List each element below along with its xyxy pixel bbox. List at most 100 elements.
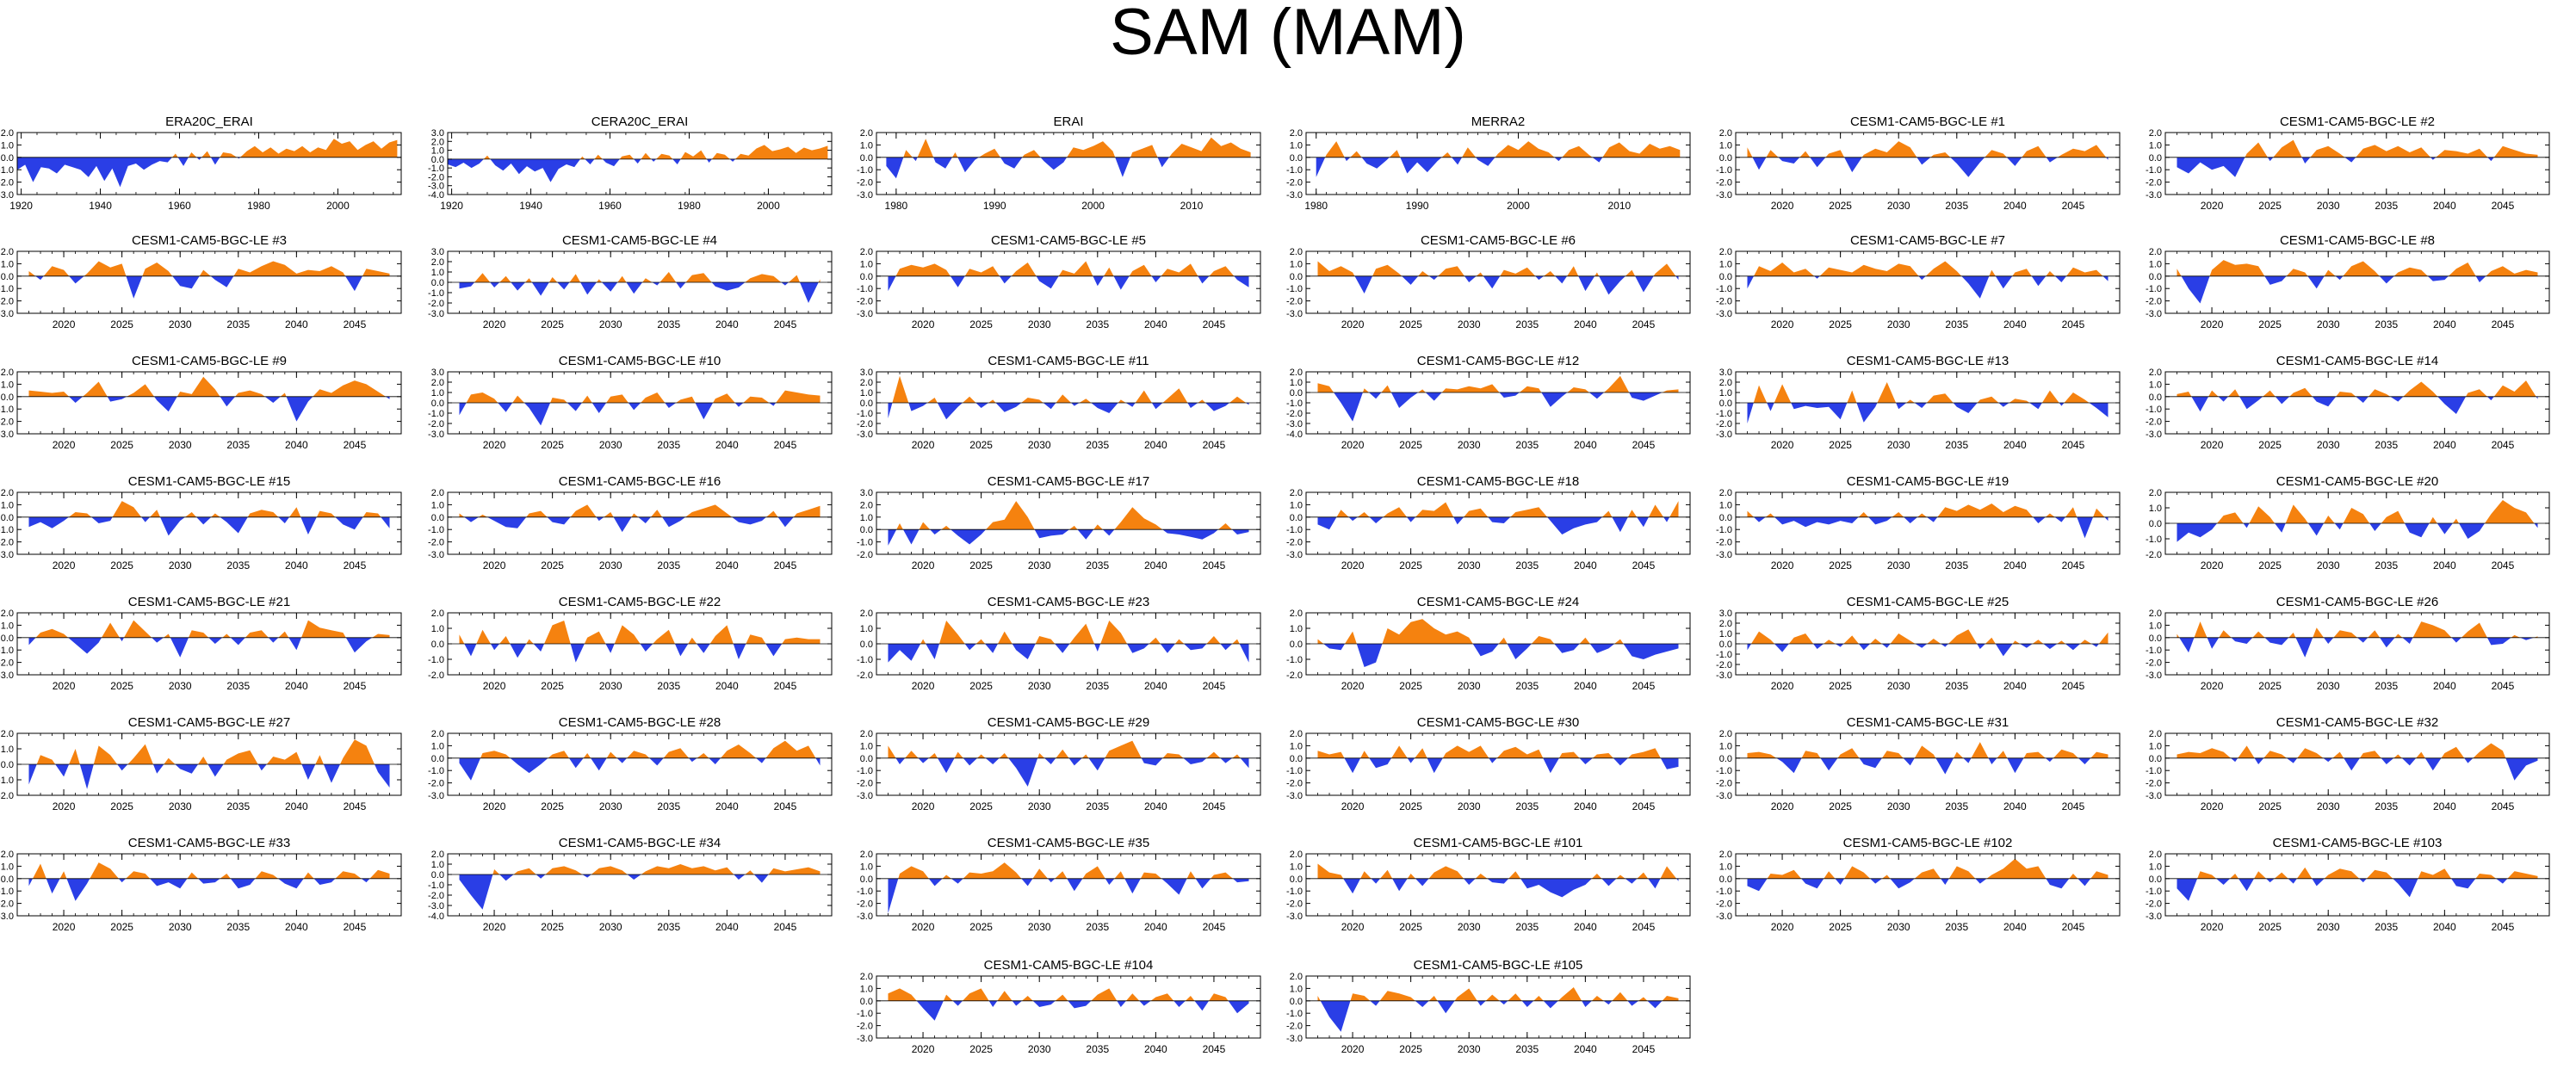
panel-title: CESM1-CAM5-BGC-LE #24	[1417, 595, 1579, 609]
y-tick-label: 2.0	[1290, 368, 1303, 378]
x-tick-label: 2020	[53, 439, 76, 451]
x-tick-label: 2030	[599, 439, 622, 451]
y-tick-label: 0.0	[1290, 153, 1303, 164]
y-tick-label: -1.0	[857, 887, 873, 897]
y-tick-label: -2.0	[0, 417, 14, 428]
x-tick-label: 2045	[1632, 559, 1656, 572]
x-tick-label: 2025	[1829, 200, 1852, 212]
y-tick-label: -3.0	[1716, 190, 1732, 201]
x-tick-label: 2025	[541, 921, 564, 933]
y-tick-label: -1.0	[857, 409, 873, 419]
y-tick-label: -3.0	[1716, 791, 1732, 801]
y-tick-label: -1.0	[857, 284, 873, 294]
panel-frame	[1305, 250, 1691, 314]
x-tick-label: 2025	[1829, 439, 1852, 451]
x-tick-label: 2030	[1028, 921, 1051, 933]
x-tick-label: 2030	[1458, 921, 1481, 933]
y-tick-label: 0.0	[1719, 153, 1732, 164]
y-tick-label: 1.0	[1290, 140, 1303, 151]
y-tick-label: 2.0	[1, 609, 14, 619]
chart-panel: CESM1-CAM5-BGC-LE #26 2.0 1.0 0.0 -1.0 -2.0-3…	[2146, 595, 2550, 692]
x-tick-label: 2040	[1144, 318, 1167, 331]
y-tick-label: 0.0	[2149, 519, 2162, 529]
y-tick-label: -3.0	[1286, 550, 1303, 560]
x-tick-label: 2045	[1203, 439, 1226, 451]
y-tick-label: -1.0	[1286, 399, 1303, 409]
x-tick-label: 2025	[1829, 559, 1852, 572]
x-tick-label: 2025	[969, 1043, 993, 1055]
x-tick-label: 2025	[2258, 800, 2282, 813]
x-tick-label: 2045	[2492, 439, 2515, 451]
positive-area	[1747, 504, 2105, 517]
panel-frame	[1305, 975, 1691, 1039]
x-tick-label: 2020	[53, 318, 76, 331]
x-tick-label: 2040	[2003, 800, 2027, 813]
x-tick-label: 2035	[1945, 800, 1968, 813]
chart-panel: CESM1-CAM5-BGC-LE #23 2.0 1.0 0.0 -1.0 -2.0 20…	[857, 595, 1261, 692]
y-tick-label: -2.0	[1286, 538, 1303, 548]
x-tick-label: 2040	[1574, 800, 1597, 813]
x-tick-label: 2025	[110, 318, 133, 331]
positive-area	[888, 988, 1229, 1001]
y-tick-label: -3.0	[1286, 190, 1303, 201]
x-tick-label: 2030	[2317, 559, 2340, 572]
y-tick-label: 0.0	[860, 997, 873, 1007]
y-tick-label: -3.0	[2146, 911, 2162, 922]
y-tick-label: 2.0	[860, 247, 873, 257]
negative-area	[448, 158, 828, 182]
positive-area	[68, 501, 381, 517]
panel-title: CESM1-CAM5-BGC-LE #21	[128, 595, 290, 609]
y-tick-label: 2.0	[1, 488, 14, 498]
chart-panel: CESM1-CAM5-BGC-LE #9 2.0 1.0 0.0 -1.0 -2.0-3.…	[0, 354, 402, 451]
y-tick-label: 2.0	[1290, 247, 1303, 257]
x-tick-label: 2040	[715, 680, 739, 692]
x-tick-label: 2040	[1574, 559, 1597, 572]
y-tick-label: 1.0	[431, 268, 444, 278]
figure-title: SAM (MAM)	[1110, 0, 1466, 69]
y-tick-label: 2.0	[860, 128, 873, 139]
x-tick-label: 2035	[1515, 680, 1539, 692]
y-tick-label: -3.0	[1716, 670, 1732, 681]
x-tick-label: 2040	[2003, 921, 2027, 933]
x-tick-label: 2025	[969, 800, 993, 813]
positive-area	[898, 862, 1233, 879]
y-tick-label: -2.0	[428, 670, 444, 681]
x-tick-label: 2020	[912, 1043, 935, 1055]
x-tick-label: 2045	[1203, 800, 1226, 813]
y-tick-label: -1.0	[0, 525, 14, 535]
y-tick-label: 1.0	[2149, 504, 2162, 514]
y-tick-label: 1.0	[1290, 378, 1303, 388]
y-tick-label: -2.0	[1286, 899, 1303, 910]
x-tick-label: 2020	[1341, 318, 1365, 331]
x-tick-label: 2045	[2062, 200, 2085, 212]
y-tick-label: 0.0	[1719, 640, 1732, 650]
panel-frame	[16, 491, 402, 555]
x-tick-label: 2035	[1945, 559, 1968, 572]
y-tick-label: -2.0	[0, 658, 14, 669]
panel-frame	[447, 132, 833, 195]
chart-panel: CESM1-CAM5-BGC-LE #6 2.0 1.0 0.0 -1.0 -2.0 -3.…	[1286, 233, 1691, 331]
y-tick-label: -2.0	[1716, 779, 1732, 789]
y-tick-label: -1.0	[2146, 887, 2162, 897]
panel-frame	[1305, 853, 1691, 917]
x-tick-label: 2035	[226, 800, 250, 813]
y-tick-label: 2.0	[1290, 972, 1303, 982]
negative-area	[2177, 523, 2538, 542]
x-tick-label: 2025	[2258, 318, 2282, 331]
y-tick-label: -1.0	[428, 655, 444, 665]
x-tick-label: 2045	[774, 680, 797, 692]
x-tick-label: 2020	[53, 559, 76, 572]
x-tick-label: 2045	[774, 921, 797, 933]
panel-frame	[876, 853, 1261, 917]
x-tick-label: 2045	[2492, 800, 2515, 813]
chart-panel: CESM1-CAM5-BGC-LE #2 2.01.0 0.0-1.0 -2.0 -3.…	[2146, 114, 2550, 212]
y-tick-label: -2.0	[428, 538, 444, 548]
positive-area	[1336, 501, 1679, 517]
y-tick-label: -1.0	[1286, 165, 1303, 176]
panel-title: CESM1-CAM5-BGC-LE #30	[1417, 715, 1579, 730]
y-tick-label: -3.0	[1716, 550, 1732, 560]
x-tick-label: 2025	[1399, 439, 1422, 451]
panel-title: CESM1-CAM5-BGC-LE #29	[988, 715, 1149, 730]
y-tick-label: -2.0	[857, 419, 873, 429]
panel-frame	[447, 853, 833, 917]
